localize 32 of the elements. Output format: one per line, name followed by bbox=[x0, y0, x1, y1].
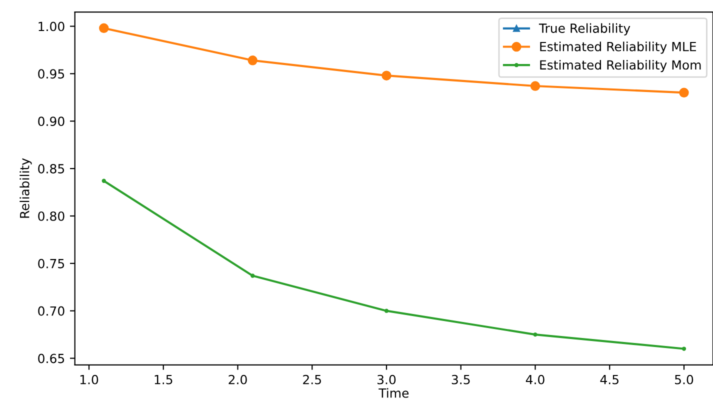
y-tick-label: 0.80 bbox=[38, 211, 64, 221]
point bbox=[102, 178, 106, 183]
point bbox=[99, 23, 109, 34]
x-tick-label: 1.5 bbox=[154, 375, 172, 384]
y-axis-title: Reliability bbox=[20, 158, 32, 218]
legend-label: Estimated Reliability MLE bbox=[540, 42, 696, 54]
y-tick-label: 0.75 bbox=[38, 258, 64, 268]
x-axis-title: Time bbox=[378, 388, 409, 398]
point bbox=[250, 274, 255, 278]
point bbox=[382, 70, 392, 80]
x-tick-label: 5.0 bbox=[675, 374, 694, 384]
y-tick-label: 1.00 bbox=[38, 22, 64, 32]
y-tick-label: 0.65 bbox=[38, 354, 64, 364]
x-tick-label: 4.0 bbox=[526, 374, 544, 384]
point bbox=[248, 56, 258, 66]
y-tick-label: 0.95 bbox=[38, 69, 64, 79]
y-tick-label: 0.85 bbox=[38, 164, 64, 174]
point bbox=[682, 346, 686, 351]
x-tick-label: 3.5 bbox=[452, 374, 470, 384]
y-tick-label: 0.70 bbox=[38, 306, 64, 316]
x-tick-label: 4.5 bbox=[600, 375, 618, 384]
point bbox=[679, 88, 689, 98]
legend-label: True Reliability bbox=[538, 23, 630, 36]
x-tick-label: 3.0 bbox=[378, 374, 396, 384]
point bbox=[533, 332, 538, 337]
y-tick-label: 0.90 bbox=[38, 116, 64, 126]
x-tick-label: 2.5 bbox=[303, 374, 321, 384]
point bbox=[384, 308, 389, 313]
x-tick-label: 1.0 bbox=[80, 374, 98, 384]
point bbox=[530, 81, 540, 91]
x-tick-label: 2.0 bbox=[228, 374, 247, 384]
legend-label: Estimated Reliability Mom bbox=[540, 60, 701, 72]
